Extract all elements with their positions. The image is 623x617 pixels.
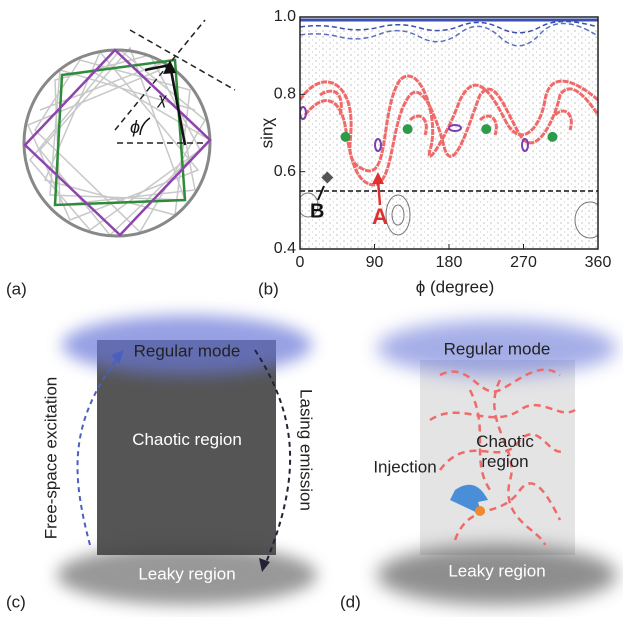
x-tick-label: 0 xyxy=(296,254,305,271)
billiard: χ ϕ xyxy=(24,20,235,236)
x-axis-title: ϕ (degree) xyxy=(416,277,495,296)
side-label: Free-space excitation xyxy=(41,377,60,540)
point xyxy=(481,124,491,134)
panel-label: (b) xyxy=(258,279,279,298)
x-tick-label: 360 xyxy=(585,254,612,271)
injection-label: Injection xyxy=(373,457,436,476)
x-tick-label: 90 xyxy=(366,254,384,271)
y-tick-label: 0.8 xyxy=(274,86,296,103)
x-tick-label: 270 xyxy=(510,254,537,271)
panel-label: (d) xyxy=(340,592,361,611)
point xyxy=(547,132,557,142)
annotation: A xyxy=(372,204,388,229)
injection-point xyxy=(475,506,485,516)
angle-phi: ϕ xyxy=(130,117,140,137)
top-label: Regular mode xyxy=(134,341,241,360)
panel-label: (c) xyxy=(6,592,26,611)
figure: χ ϕ (a) (b) 0 90 180 270 360 0.4 0.6 0.8 1.0 ϕ (… xyxy=(0,0,623,617)
top-label: Regular mode xyxy=(444,339,551,358)
y-tick-label: 0.4 xyxy=(274,240,296,257)
center-label: Chaotic region xyxy=(127,430,247,450)
side-label: Lasing emission xyxy=(297,389,316,511)
bottom-label: Leaky region xyxy=(138,564,235,583)
panel-label: (a) xyxy=(6,279,27,298)
x-tick-label: 180 xyxy=(436,254,463,271)
point xyxy=(403,124,413,134)
angle-chi: χ xyxy=(156,91,167,108)
y-axis-title: sinχ xyxy=(257,118,276,149)
point xyxy=(341,132,351,142)
bottom-label: Leaky region xyxy=(448,561,545,580)
figure-svg: χ ϕ (a) (b) 0 90 180 270 360 0.4 0.6 0.8 1.0 ϕ (… xyxy=(0,0,623,617)
annotation: B xyxy=(310,200,324,222)
center-label: Chaotic region xyxy=(460,432,550,472)
y-tick-label: 0.6 xyxy=(274,163,296,180)
y-tick-label: 1.0 xyxy=(274,8,296,25)
